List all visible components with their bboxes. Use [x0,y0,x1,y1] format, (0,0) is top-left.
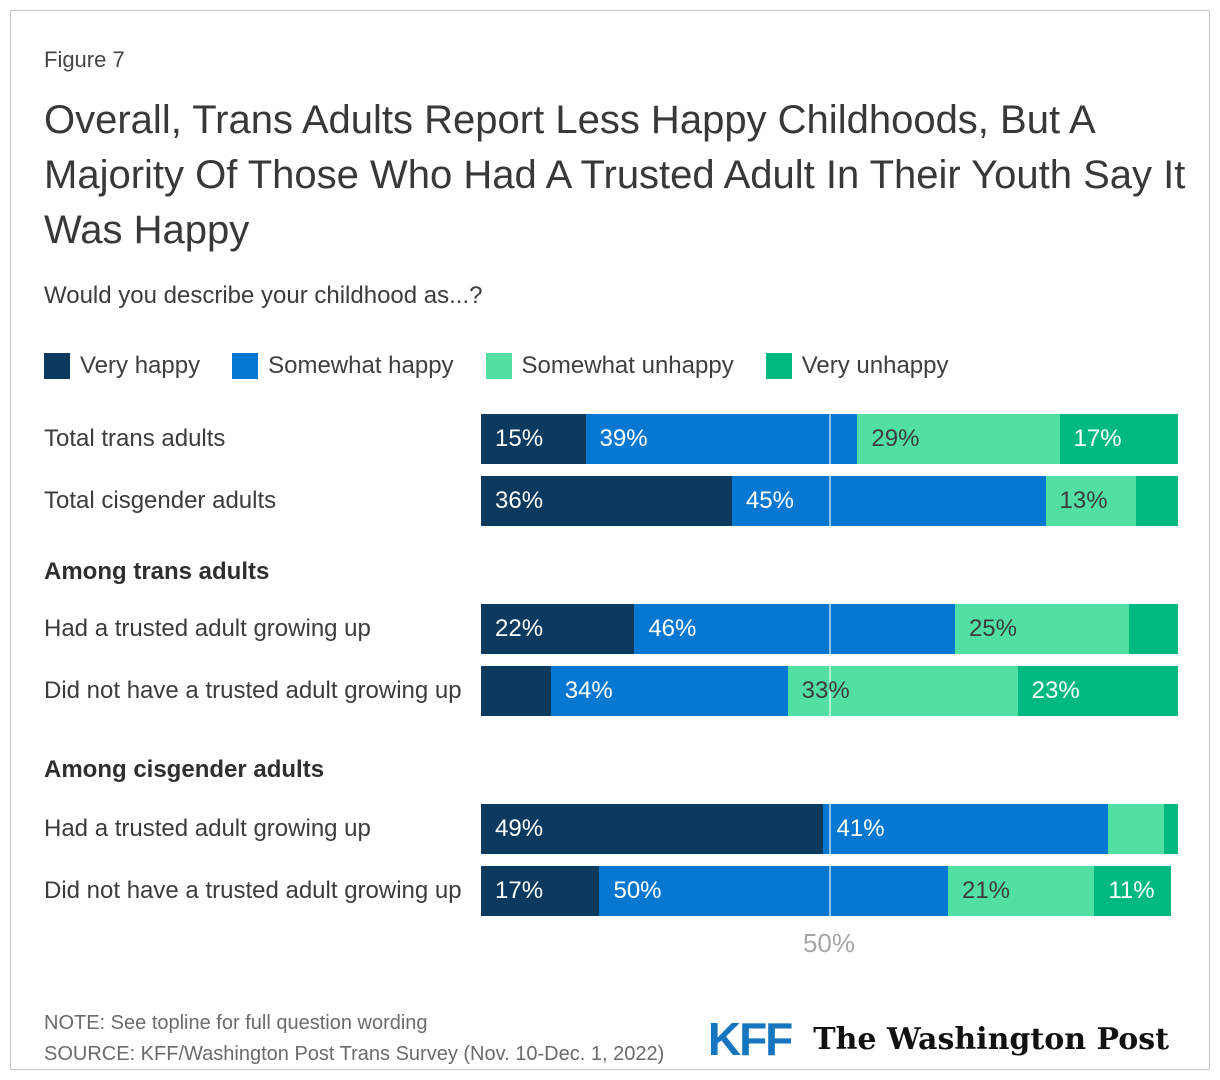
legend: Very happy Somewhat happy Somewhat unhappy… [44,352,1199,380]
section-header: Among cisgender adults [44,756,325,783]
bar-segment: 15% [481,414,586,464]
segment-value-label: 41% [836,815,885,842]
axis-tick-50: 50% [802,928,856,958]
stacked-bar-chart: Total trans adults 15% 39% 29% 17% Total cisg… [44,414,1199,962]
bar-segment: 41% [822,804,1109,854]
segment-value-label: 29% [871,425,920,452]
footer-logos: KFF The Washington Post [708,1012,1169,1066]
bar-segment: 21% [947,866,1095,916]
segment-value-label: 11% [1108,877,1155,904]
note-text: NOTE: See topline for full question word… [44,1012,428,1034]
bar-segment: 17% [1059,414,1178,464]
row-label: Did not have a trusted adult growing up [44,877,462,904]
section-header: Among trans adults [44,558,270,585]
segment-value-label: 36% [495,487,544,514]
stacked-bar: 17% 50% 21% 11% [481,866,1178,916]
legend-label: Somewhat unhappy [521,352,734,379]
segment-value-label: 45% [745,487,794,514]
bar-segment: 33% [787,666,1018,716]
segment-value-label: 39% [599,425,648,452]
segment-value-label: 15% [495,425,544,452]
chart-row: Had a trusted adult growing up 22% 46% 25% [44,604,1199,654]
chart-subtitle: Would you describe your childhood as...? [44,282,483,309]
segment-value-label: 23% [1031,677,1080,704]
segment-value-label: 25% [968,615,1017,642]
stacked-bar: 36% 45% 13% [481,476,1178,526]
footer-notes: NOTE: See topline for full question word… [44,1008,665,1069]
segment-value-label: 21% [961,877,1011,904]
bar-segment: 29% [857,414,1060,464]
legend-swatch-icon [485,353,512,379]
row-label: Had a trusted adult growing up [44,615,371,642]
legend-label: Very unhappy [801,352,949,379]
legend-item: Somewhat unhappy [485,352,734,380]
legend-label: Somewhat happy [268,352,454,379]
bar-segment: 13% [1045,476,1137,526]
bar-segment: 36% [481,476,732,526]
segment-value-label: 33% [801,677,850,704]
bar-segment: 39% [585,414,858,464]
footer: NOTE: See topline for full question word… [44,1008,1199,1069]
legend-swatch-icon [232,353,259,379]
legend-label: Very happy [80,352,201,379]
source-text: SOURCE: KFF/Washington Post Trans Survey… [44,1043,665,1065]
washington-post-logo: The Washington Post [813,1021,1169,1057]
chart-row: Total trans adults 15% 39% 29% 17% [44,414,1199,464]
chart-row: Did not have a trusted adult growing up 3… [44,666,1199,716]
stacked-bar: 49% 41% [481,804,1178,854]
chart-title: Overall, Trans Adults Report Less Happy … [44,98,1186,252]
chart-rows: Total trans adults 15% 39% 29% 17% Total cisg… [44,414,1199,916]
kff-logo: KFF [707,1013,793,1065]
bar-segment: 22% [481,604,635,654]
row-label: Did not have a trusted adult growing up [44,677,462,704]
segment-value-label: 49% [495,815,544,842]
bar-segment: 11% [1094,866,1171,916]
figure-number: Figure 7 [44,47,125,72]
legend-item: Very happy [44,352,200,380]
bar-segment [1108,804,1165,854]
legend-swatch-icon [765,353,792,379]
bar-segment [1164,804,1178,854]
stacked-bar: 34% 33% 23% [481,666,1178,716]
segment-value-label: 34% [564,677,613,704]
bar-segment: 17% [481,866,600,916]
bar-segment: 50% [599,866,948,916]
row-label: Total trans adults [44,425,226,452]
legend-item: Somewhat happy [232,352,454,380]
chart-row: Total cisgender adults 36% 45% 13% [44,476,1199,526]
chart-row: Had a trusted adult growing up 49% 41% [44,804,1199,854]
segment-value-label: 22% [495,615,544,642]
bar-segment: 23% [1017,666,1178,716]
segment-value-label: 50% [613,877,662,904]
row-label: Total cisgender adults [44,487,277,514]
bar-segment: 46% [634,604,955,654]
bar-segment [481,666,551,716]
gridline-50pct [829,414,831,916]
bar-segment [1136,476,1178,526]
segment-value-label: 13% [1059,487,1108,514]
bar-segment: 45% [731,476,1046,526]
bar-segment: 25% [954,604,1130,654]
figure-frame: Figure 7 Overall, Trans Adults Report Le… [10,10,1210,1070]
legend-item: Very unhappy [765,352,949,380]
segment-value-label: 17% [495,877,544,904]
segment-value-label: 17% [1073,425,1122,452]
legend-swatch-icon [44,353,70,379]
bar-segment: 49% [481,804,823,854]
row-label: Had a trusted adult growing up [44,815,371,842]
bar-segment [1129,604,1178,654]
bar-segment: 34% [550,666,788,716]
segment-value-label: 46% [648,615,697,642]
stacked-bar: 15% 39% 29% 17% [481,414,1178,464]
stacked-bar: 22% 46% 25% [481,604,1178,654]
chart-row: Did not have a trusted adult growing up 1… [44,866,1199,916]
x-axis: 50% [44,928,1199,962]
